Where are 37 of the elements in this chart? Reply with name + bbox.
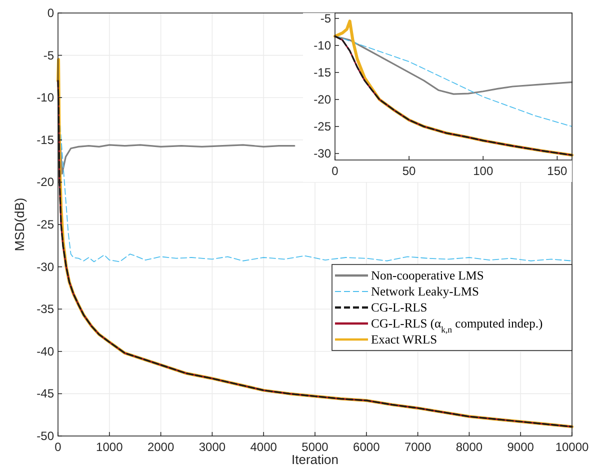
- x-tick-label: 6000: [353, 440, 380, 454]
- legend-label: Exact WRLS: [371, 332, 438, 346]
- y-tick-label: -35: [36, 302, 54, 316]
- x-tick-label: 10000: [555, 440, 590, 454]
- y-tick-label: -30: [36, 260, 54, 274]
- y-tick-label: -25: [314, 119, 332, 134]
- x-tick-label: 5000: [302, 440, 329, 454]
- y-tick-label: -20: [36, 175, 54, 190]
- y-tick-label: -10: [314, 38, 332, 52]
- y-tick-label: -15: [314, 65, 332, 80]
- x-tick-label: 100: [473, 164, 494, 178]
- y-tick-label: -45: [36, 386, 54, 401]
- x-tick-label: 4000: [250, 440, 278, 454]
- y-tick-label: -50: [36, 429, 54, 443]
- x-tick-label: 8000: [456, 440, 483, 454]
- x-tick-label: 2000: [147, 440, 174, 454]
- x-axis-title: Iteration: [292, 452, 338, 467]
- x-tick-label: 1000: [96, 440, 124, 454]
- y-tick-label: 0: [47, 6, 54, 20]
- y-tick-label: -5: [320, 11, 332, 26]
- x-tick-label: 7000: [404, 440, 432, 454]
- legend-label: CG-L-RLS: [371, 300, 428, 314]
- y-tick-label: -40: [36, 344, 54, 358]
- legend-label: Network Leaky-LMS: [371, 284, 480, 298]
- y-tick-label: -30: [314, 146, 332, 161]
- x-tick-label: 9000: [507, 440, 534, 454]
- y-axis-title: MSD(dB): [12, 198, 27, 252]
- x-tick-label: 3000: [198, 440, 226, 454]
- x-tick-label: 50: [402, 164, 416, 178]
- y-tick-label: -25: [36, 218, 54, 232]
- y-tick-label: -20: [314, 92, 332, 106]
- x-tick-label: 150: [547, 164, 568, 178]
- y-tick-label: -5: [43, 48, 54, 62]
- y-tick-label: -15: [36, 132, 54, 147]
- legend-label: Non-cooperative LMS: [371, 268, 484, 282]
- y-tick-label: -10: [36, 90, 54, 105]
- legend-label: CG-L-RLS (α$_{k,n}$ computed indep.): [371, 316, 543, 334]
